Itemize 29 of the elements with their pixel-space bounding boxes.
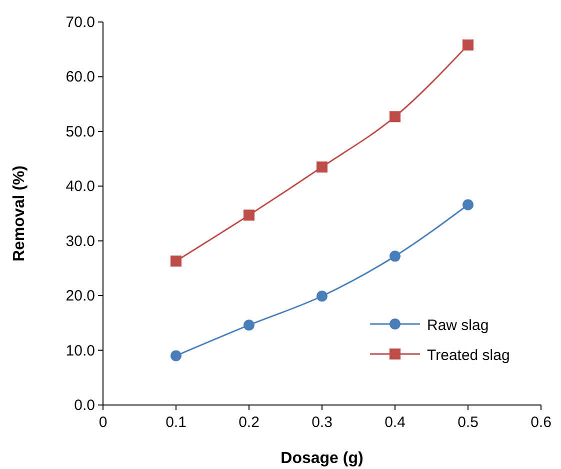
y-tick-label: 50.0 [66, 123, 95, 140]
x-tick-label: 0 [98, 414, 108, 431]
y-tick-label: 10.0 [66, 342, 95, 360]
point [316, 290, 328, 302]
x-tick-label: 0.6 [530, 414, 552, 431]
y-axis-title: Removal (%) [11, 165, 28, 262]
point [390, 111, 400, 122]
y-tick-label: 30.0 [66, 232, 95, 250]
point [170, 350, 182, 362]
point [170, 256, 182, 267]
y-tick-label: 60.0 [66, 68, 95, 86]
legend-label: Raw slag [427, 317, 489, 334]
y-tick-label: 0.0 [74, 397, 95, 414]
y-tick-label: 40.0 [66, 178, 95, 196]
y-tick-label: 20.0 [66, 288, 95, 305]
x-axis-title: Dosage (g) [280, 450, 364, 467]
x-tick-label: 0.2 [238, 414, 260, 431]
y-tick-label: 70.0 [66, 14, 95, 31]
point [244, 320, 254, 331]
x-tick-label: 0.5 [458, 414, 478, 431]
point [462, 199, 474, 210]
legend-label: Treated slag [427, 347, 510, 364]
point [390, 250, 400, 262]
point [244, 210, 254, 221]
x-tick-label: 0.4 [384, 414, 406, 431]
x-tick-label: 0.3 [312, 414, 332, 431]
point [462, 39, 474, 50]
point [316, 161, 328, 172]
x-tick-label: 0.1 [166, 414, 186, 431]
